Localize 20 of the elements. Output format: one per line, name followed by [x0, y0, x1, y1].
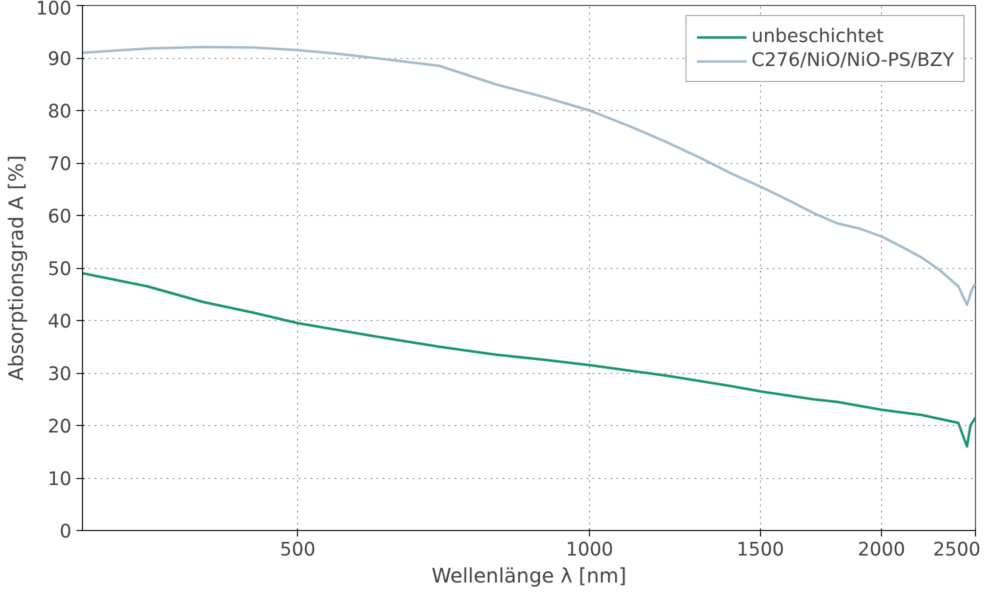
y-tick-label: 60 [48, 206, 72, 228]
y-axis-title: Absorptionsgrad A [%] [4, 155, 28, 381]
x-tick-label: 1500 [736, 540, 784, 560]
y-tick-label: 50 [48, 259, 72, 280]
y-tick-label: 20 [48, 416, 72, 438]
x-tick-label: 2500 [933, 540, 981, 560]
y-tick-label: 80 [48, 102, 72, 122]
y-tick-label: 90 [48, 49, 72, 70]
y-tick-label: 30 [48, 364, 72, 385]
y-tick-label: 10 [48, 469, 72, 490]
x-tick-label: 500 [280, 540, 316, 560]
y-tick-label: 70 [48, 154, 72, 175]
legend-label: C276/NiO/NiO-PS/BZY [752, 50, 954, 71]
y-tick-label: 40 [48, 312, 72, 332]
y-tick-label: 0 [60, 522, 72, 542]
x-tick-label: 2000 [858, 540, 906, 560]
x-axis-title: Wellenlänge λ [nm] [432, 564, 626, 588]
x-tick-label: 1000 [566, 540, 614, 560]
legend-label: unbeschichtet [752, 26, 884, 47]
y-tick-label: 100 [36, 0, 72, 20]
